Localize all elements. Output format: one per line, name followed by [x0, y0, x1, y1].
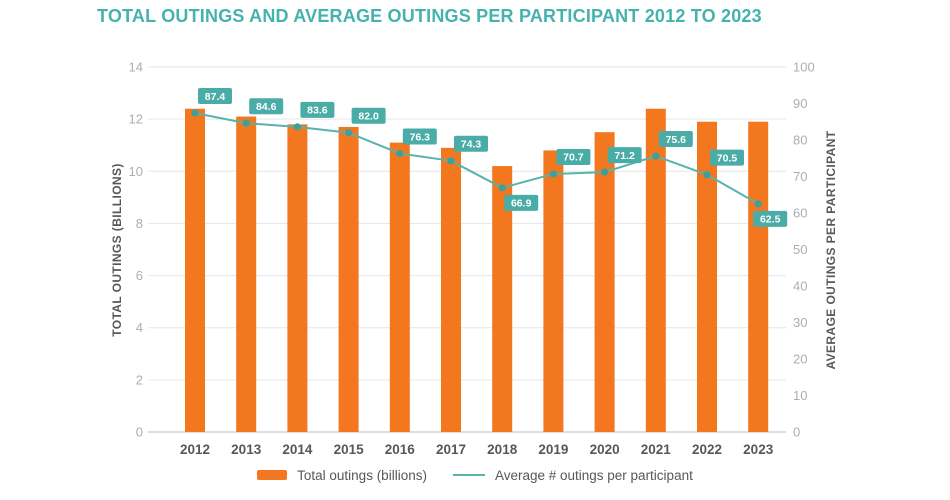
line-point-2017	[447, 157, 455, 165]
value-badge-2016	[402, 128, 437, 145]
legend-label-total-outings: Total outings (billions)	[297, 467, 427, 483]
legend-item-total-outings: Total outings (billions)	[257, 468, 427, 483]
bar-2020	[594, 132, 615, 432]
line-point-2021	[652, 152, 660, 160]
line-point-2016	[396, 149, 404, 158]
value-badge-2023	[753, 210, 788, 227]
chart-title: TOTAL OUTINGS AND AVERAGE OUTINGS PER PA…	[97, 6, 762, 26]
x-axis-label-2013: 2013	[231, 442, 262, 457]
bar-2017	[441, 147, 461, 433]
x-axis-label-2022: 2022	[692, 442, 722, 457]
left-axis-tick-label: 0	[136, 425, 143, 440]
value-badge-label-2020: 71.2	[614, 150, 635, 162]
bar-2012	[185, 108, 205, 432]
bar-2016	[389, 142, 410, 432]
x-axis-label-2019: 2019	[538, 442, 568, 457]
bar-2014	[287, 124, 308, 432]
line-point-2019	[549, 170, 558, 178]
right-axis-tick-label: 40	[793, 279, 807, 294]
left-axis-tick-label: 8	[136, 216, 143, 231]
value-badge-2021	[658, 131, 693, 148]
value-badge-label-2023: 62.5	[760, 214, 781, 226]
bar-2013	[236, 116, 257, 433]
average-outings-line	[194, 112, 759, 205]
bar-2021	[645, 108, 666, 432]
value-badge-label-2016: 76.3	[410, 131, 431, 143]
value-badge-label-2014: 83.6	[307, 105, 328, 117]
line-point-2023	[754, 200, 762, 208]
value-badge-label-2015: 82.0	[358, 111, 379, 123]
x-axis-label-2018: 2018	[487, 442, 518, 457]
legend: Total outings (billions) Average # outin…	[0, 465, 950, 485]
value-badge-2022	[710, 149, 744, 166]
bar-2019	[543, 150, 564, 432]
line-point-2014	[293, 123, 301, 131]
value-badge-label-2017: 74.3	[461, 139, 482, 151]
legend-label-average-outings: Average # outings per participant	[494, 467, 693, 483]
x-axis-label-2017: 2017	[436, 442, 466, 457]
bar-series-swatch-icon	[257, 470, 288, 480]
line-point-2013	[242, 119, 250, 127]
line-point-2012	[191, 109, 199, 117]
right-axis-tick-label: 50	[793, 242, 807, 257]
line-series-swatch-icon	[452, 474, 485, 476]
legend-item-average-outings: Average # outings per participant	[452, 467, 693, 483]
right-axis-tick-label: 100	[793, 60, 815, 75]
x-axis-label-2016: 2016	[385, 442, 416, 457]
value-badge-2017	[454, 135, 488, 152]
right-axis-tick-label: 60	[793, 206, 807, 221]
right-axis-tick-label: 0	[793, 425, 800, 440]
left-axis-tick-label: 2	[136, 372, 143, 387]
right-axis-tick-label: 10	[793, 388, 807, 403]
value-badge-label-2022: 70.5	[717, 152, 738, 164]
x-axis-label-2021: 2021	[641, 442, 672, 457]
right-axis-tick-label: 30	[793, 315, 807, 330]
value-badge-2015	[351, 107, 386, 124]
left-axis-tick-label: 6	[136, 268, 143, 283]
left-axis-tick-label: 14	[129, 60, 143, 75]
value-badge-2020	[607, 147, 642, 164]
x-axis-label-2020: 2020	[590, 442, 620, 457]
value-badge-2014	[300, 101, 335, 118]
value-badge-2018	[504, 194, 539, 211]
value-badge-label-2013: 84.6	[256, 101, 277, 113]
value-badge-2012	[198, 87, 232, 104]
right-axis-tick-label: 90	[793, 96, 807, 111]
x-axis-label-2015: 2015	[334, 442, 365, 457]
value-badge-label-2021: 75.6	[666, 134, 687, 146]
left-axis-tick-label: 4	[136, 320, 143, 335]
value-badge-2019	[556, 148, 591, 165]
x-axis-label-2014: 2014	[282, 442, 313, 457]
line-point-2018	[498, 184, 506, 192]
right-axis-tick-label: 80	[793, 133, 807, 148]
value-badge-2013	[249, 98, 284, 115]
x-axis-label-2023: 2023	[743, 442, 774, 457]
bar-2022	[697, 121, 717, 432]
right-axis-tick-label: 70	[793, 169, 807, 184]
left-axis-tick-label: 12	[129, 112, 143, 127]
line-point-2020	[601, 168, 609, 176]
x-axis-label-2012: 2012	[180, 442, 210, 457]
right-axis-tick-label: 20	[793, 352, 807, 367]
bar-2015	[338, 126, 359, 432]
value-badge-label-2012: 87.4	[205, 91, 226, 103]
line-point-2015	[345, 129, 353, 137]
line-point-2022	[703, 171, 711, 179]
bar-2018	[492, 166, 513, 433]
value-badge-label-2018: 66.9	[511, 198, 532, 210]
bar-2023	[748, 121, 769, 432]
value-badge-label-2019: 70.7	[563, 152, 584, 164]
left-axis-tick-label: 10	[129, 164, 143, 179]
